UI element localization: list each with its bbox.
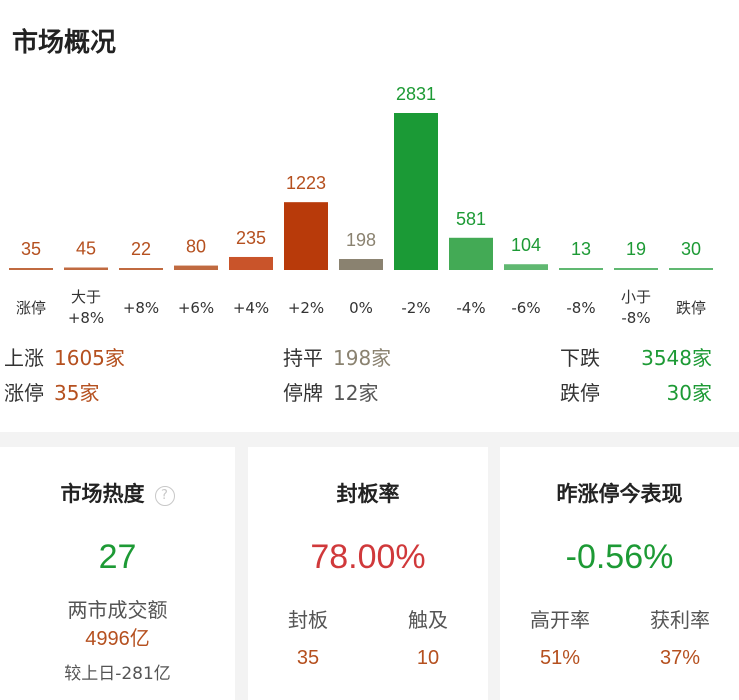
category-label-11: 小于-8% — [621, 288, 651, 327]
category-label-0: 涨停 — [16, 299, 46, 317]
help-circle-icon[interactable]: ? — [154, 486, 175, 506]
bar-value-label-9: 104 — [511, 235, 541, 255]
yesterday-limit-up-value: -0.56% — [565, 538, 674, 576]
bar-9 — [504, 264, 548, 270]
bar-10 — [559, 268, 603, 270]
bar-11 — [614, 268, 658, 270]
market-heat-title: 市场热度? — [0, 478, 235, 508]
stat-up: 上涨 1605家 — [4, 342, 125, 371]
bar-value-label-3: 80 — [186, 237, 206, 257]
stat-down: 下跌 3548家 — [560, 342, 712, 371]
bar-8 — [449, 237, 493, 270]
stat-down-label: 下跌 — [560, 346, 600, 370]
bar-0 — [9, 268, 53, 270]
bar-1 — [64, 267, 108, 270]
category-label-1: 大于+8% — [68, 288, 104, 327]
seal-rate-card[interactable]: 封板率 78.00% 封板 触及 35 10 — [248, 447, 488, 700]
bar-3 — [174, 265, 218, 270]
distribution-bar-chart: 35 涨停 45 大于+8% 22 +8% 80 +6% 235 +4% 1223 +2% 198 0% 2… — [9, 84, 713, 327]
turnover-compare: 较上日-281亿 — [64, 664, 171, 684]
bar-value-label-2: 22 — [131, 239, 151, 259]
bar-value-label-7: 2831 — [396, 84, 436, 104]
stat-down-value: 3548家 — [641, 346, 712, 370]
market-heat-card[interactable]: 市场热度? 27 两市成交额 4996亿 较上日-281亿 — [0, 447, 235, 700]
category-label-12: 跌停 — [676, 299, 706, 317]
bar-value-label-10: 13 — [571, 239, 591, 259]
category-label-10: -8% — [566, 299, 595, 317]
stat-suspended-label: 停牌 — [283, 381, 323, 405]
profit-rate-label: 获利率 — [650, 608, 710, 632]
stat-flat: 持平 198家 — [283, 342, 391, 371]
stat-limit-down: 跌停 30家 — [560, 377, 712, 406]
market-overview-panel: 市场概况 35 涨停 45 大于+8% 22 +8% 80 +6% 235 +4% 1223 +2% 1… — [0, 0, 739, 432]
bar-value-label-8: 581 — [456, 209, 486, 229]
category-label-3: +6% — [178, 299, 214, 317]
bar-5 — [284, 202, 328, 270]
bar-12 — [669, 268, 713, 270]
bar-value-label-1: 45 — [76, 239, 96, 259]
category-label-5: +2% — [288, 299, 324, 317]
turnover-value: 4996亿 — [85, 628, 150, 650]
stat-limit-down-value: 30家 — [666, 381, 712, 405]
bar-7 — [394, 113, 438, 270]
stat-flat-value: 198家 — [333, 346, 392, 370]
seal-rate-value: 78.00% — [310, 538, 426, 576]
stat-up-value: 1605家 — [54, 346, 125, 370]
bar-value-label-11: 19 — [626, 239, 646, 259]
category-label-8: -4% — [456, 299, 485, 317]
market-heat-title-text: 市场热度 — [60, 482, 145, 506]
yesterday-limit-up-card[interactable]: 昨涨停今表现 -0.56% 高开率 获利率 51% 37% — [500, 447, 739, 700]
turnover-label: 两市成交额 — [67, 598, 168, 622]
high-open-rate-value: 51% — [539, 647, 581, 669]
stat-suspended: 停牌 12家 — [283, 377, 378, 406]
page-title: 市场概况 — [12, 28, 117, 58]
bar-value-label-12: 30 — [681, 239, 701, 259]
category-label-9: -6% — [511, 299, 540, 317]
stat-flat-label: 持平 — [283, 346, 323, 370]
seal-rate-title: 封板率 — [336, 482, 400, 506]
yesterday-limit-up-title: 昨涨停今表现 — [556, 482, 683, 506]
bar-value-label-5: 1223 — [286, 173, 326, 193]
bar-2 — [119, 268, 163, 270]
category-label-4: +4% — [233, 299, 269, 317]
bar-value-label-6: 198 — [346, 230, 376, 250]
sealed-value: 35 — [296, 647, 320, 669]
bar-value-label-4: 235 — [236, 228, 266, 248]
category-label-6: 0% — [349, 299, 373, 317]
category-label-7: -2% — [401, 299, 430, 317]
bar-4 — [229, 256, 273, 270]
stat-limit-down-label: 跌停 — [560, 381, 600, 405]
stat-limit-up-value: 35家 — [54, 381, 100, 405]
touched-label: 触及 — [408, 608, 448, 632]
stat-suspended-value: 12家 — [333, 381, 379, 405]
high-open-rate-label: 高开率 — [530, 608, 590, 632]
stat-limit-up: 涨停 35家 — [4, 377, 99, 406]
market-heat-value: 27 — [98, 538, 137, 576]
category-label-2: +8% — [123, 299, 159, 317]
stat-up-label: 上涨 — [4, 346, 44, 370]
sealed-label: 封板 — [288, 608, 328, 632]
stat-limit-up-label: 涨停 — [4, 381, 44, 405]
bar-value-label-0: 35 — [21, 239, 41, 259]
profit-rate-value: 37% — [659, 647, 701, 669]
touched-value: 10 — [416, 647, 440, 669]
bar-6 — [339, 259, 383, 270]
